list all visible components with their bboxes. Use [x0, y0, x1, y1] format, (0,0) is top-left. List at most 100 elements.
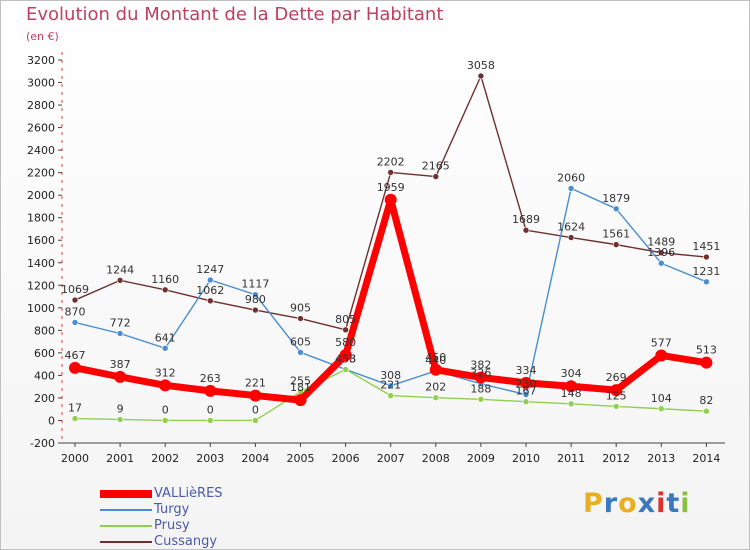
data-label: 1561: [602, 228, 630, 241]
y-tick-label: 2800: [27, 99, 55, 112]
legend-item: Prusy: [100, 518, 223, 534]
data-label: 467: [65, 349, 86, 362]
data-label: 188: [470, 382, 491, 395]
data-point: [700, 356, 713, 369]
data-label: 125: [606, 389, 627, 402]
data-label: 3058: [467, 59, 495, 72]
data-label: 1117: [241, 278, 269, 291]
data-point: [252, 306, 259, 314]
data-point: [477, 395, 485, 403]
data-label: 1062: [196, 284, 224, 297]
data-label: 580: [335, 336, 356, 349]
data-label: 605: [290, 335, 311, 348]
x-tick-label: 2003: [196, 452, 224, 465]
data-label: 450: [425, 351, 446, 364]
data-label: 641: [155, 331, 176, 344]
data-point: [567, 400, 575, 408]
data-label: 167: [516, 385, 537, 398]
data-label: 387: [110, 358, 131, 371]
data-point: [474, 371, 487, 384]
data-point: [69, 361, 81, 374]
data-label: 1689: [512, 213, 540, 226]
data-point: [612, 241, 620, 248]
data-label: 304: [561, 367, 582, 380]
data-label: 805: [335, 313, 356, 326]
legend-label: VALLièRES: [154, 486, 223, 501]
data-point: [116, 416, 124, 423]
data-label: 1489: [647, 236, 675, 249]
legend-label: Prusy: [154, 518, 190, 533]
data-point: [432, 173, 440, 180]
data-point: [522, 226, 530, 234]
data-point: [429, 363, 442, 376]
data-point: [116, 277, 124, 284]
data-point: [384, 193, 397, 206]
data-label: 1244: [106, 263, 134, 276]
data-label: 230: [516, 378, 537, 391]
logo-letter: t: [666, 488, 681, 519]
data-label: 255: [290, 375, 311, 388]
y-tick-label: 1000: [27, 302, 55, 315]
data-point: [249, 389, 262, 402]
data-label: 772: [110, 317, 131, 330]
y-tick-label: 1800: [27, 212, 55, 225]
data-label: 326: [470, 367, 491, 380]
y-tick-label: -200: [30, 437, 55, 450]
data-label: 1451: [692, 240, 720, 253]
unit-label: (en €): [26, 30, 59, 43]
legend: VALLièRES Turgy Prusy Cussangy: [100, 486, 223, 550]
x-tick-label: 2006: [332, 452, 360, 465]
data-point: [161, 286, 169, 294]
data-point: [342, 326, 349, 334]
data-label: 1396: [647, 246, 675, 259]
data-point: [612, 403, 620, 410]
y-tick-label: 600: [34, 347, 55, 360]
x-tick-label: 2012: [602, 452, 630, 465]
data-label: 870: [65, 305, 86, 318]
x-tick-label: 2011: [557, 452, 585, 465]
data-label: 334: [516, 364, 537, 377]
data-point: [703, 253, 710, 261]
data-label: 1069: [61, 283, 89, 296]
x-tick-label: 2008: [422, 452, 450, 465]
legend-swatch: [100, 541, 152, 543]
data-label: 269: [606, 371, 627, 384]
data-point: [207, 297, 214, 305]
data-label: 458: [335, 352, 356, 365]
data-label: 104: [651, 392, 672, 405]
y-tick-label: 2400: [27, 144, 55, 157]
y-tick-label: 1200: [27, 279, 55, 292]
data-point: [161, 417, 169, 424]
data-label: 577: [651, 336, 672, 349]
y-tick-label: 2600: [27, 122, 55, 135]
data-label: 0: [162, 403, 169, 416]
data-label: 513: [696, 344, 717, 357]
y-tick-label: 1600: [27, 234, 55, 247]
x-tick-label: 2013: [647, 452, 675, 465]
data-point: [71, 319, 79, 326]
data-point: [657, 259, 665, 267]
data-point: [567, 234, 575, 241]
logo-letter: x: [637, 488, 657, 519]
x-tick-label: 2007: [377, 452, 405, 465]
data-label: 181: [290, 381, 311, 394]
data-point: [387, 169, 395, 176]
data-label: 148: [561, 387, 582, 400]
data-label: 1247: [196, 263, 224, 276]
data-label: 312: [155, 366, 176, 379]
data-point: [703, 278, 710, 286]
y-tick-label: 2200: [27, 167, 55, 180]
data-point: [207, 276, 214, 284]
y-tick-label: 1400: [27, 257, 55, 270]
data-label: 17: [68, 402, 82, 415]
y-tick-label: 3200: [27, 54, 55, 67]
data-point: [610, 384, 623, 397]
data-point: [161, 344, 169, 352]
data-label: 221: [380, 379, 401, 392]
logo-letter: r: [603, 488, 619, 519]
logo-letter: o: [618, 488, 638, 519]
data-label: 1959: [377, 181, 405, 194]
logo-letter: P: [583, 488, 604, 519]
data-point: [657, 249, 665, 257]
